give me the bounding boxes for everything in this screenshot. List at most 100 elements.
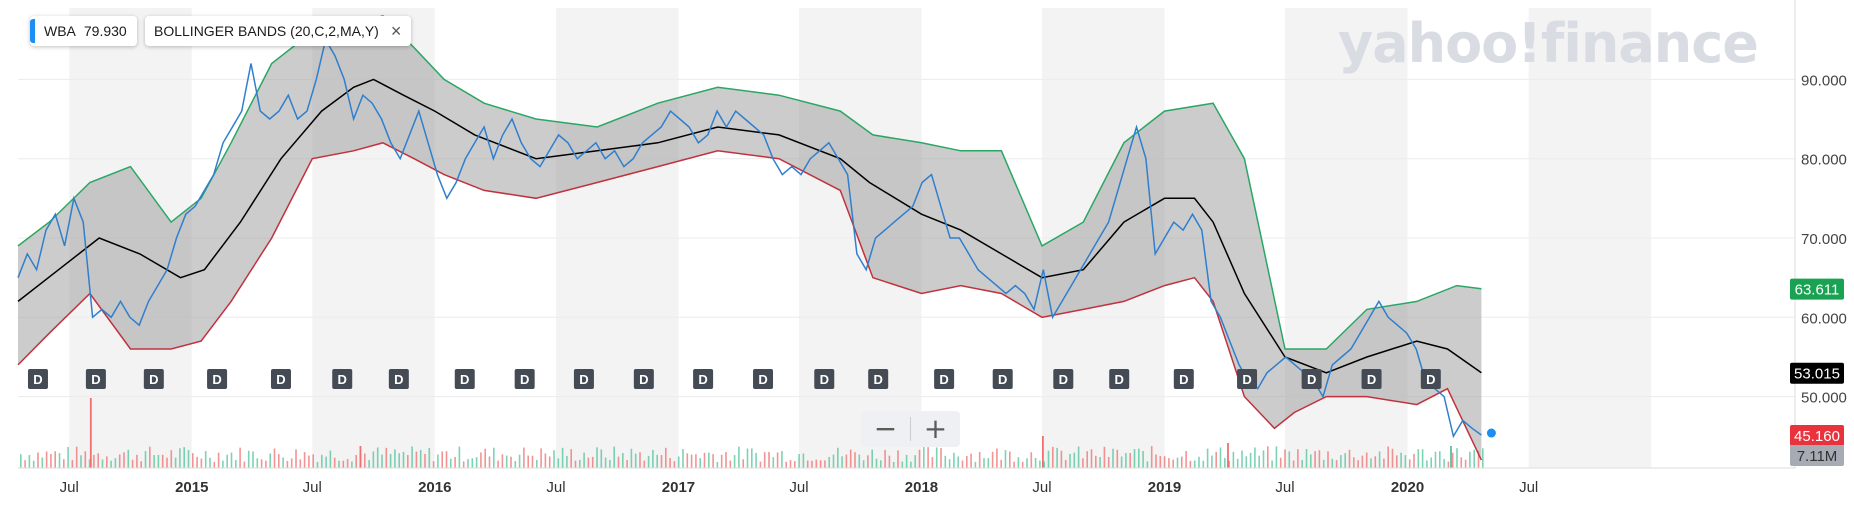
dividend-marker[interactable]: D bbox=[1301, 369, 1322, 389]
volume-bar bbox=[1236, 458, 1239, 468]
volume-bar bbox=[1370, 458, 1372, 468]
volume-bar bbox=[157, 454, 160, 468]
dividend-marker[interactable]: D bbox=[868, 369, 889, 389]
dividend-marker[interactable]: D bbox=[992, 369, 1013, 389]
volume-bar bbox=[71, 460, 74, 468]
volume-bar bbox=[634, 453, 637, 468]
volume-bar bbox=[1052, 446, 1054, 468]
dividend-marker-box bbox=[207, 369, 228, 389]
volume-bar bbox=[200, 458, 203, 468]
dividend-marker[interactable]: D bbox=[693, 369, 714, 389]
x-tick-label: Jul bbox=[789, 479, 808, 496]
dividend-marker[interactable]: D bbox=[85, 369, 106, 389]
volume-bar bbox=[106, 456, 108, 468]
dividend-marker[interactable]: D bbox=[753, 369, 774, 389]
price-tag-label: 53.015 bbox=[1794, 366, 1840, 383]
volume-bar bbox=[544, 453, 547, 468]
volume-bar bbox=[892, 461, 895, 468]
volume-bar bbox=[1374, 456, 1377, 468]
dividend-marker-box bbox=[1109, 369, 1130, 389]
volume-bar bbox=[854, 452, 856, 468]
dividend-marker-box bbox=[454, 369, 475, 389]
price-tag-label: 7.11M bbox=[1797, 448, 1838, 465]
symbol-legend[interactable]: WBA 79.930 bbox=[30, 16, 137, 46]
volume-bar bbox=[1473, 449, 1475, 468]
volume-bar bbox=[1047, 450, 1050, 468]
volume-bar bbox=[239, 447, 241, 468]
volume-bar bbox=[265, 460, 267, 468]
volume-bar bbox=[1353, 457, 1355, 468]
zoom-controls: − + bbox=[861, 411, 960, 447]
dividend-marker[interactable]: D bbox=[1173, 369, 1194, 389]
volume-bar bbox=[286, 460, 289, 468]
volume-bar bbox=[1219, 447, 1222, 468]
volume-bar bbox=[660, 454, 663, 468]
dividend-marker[interactable]: D bbox=[814, 369, 835, 389]
dividend-marker[interactable]: D bbox=[934, 369, 955, 389]
volume-bar bbox=[1142, 451, 1144, 468]
close-icon[interactable]: × bbox=[390, 21, 402, 41]
volume-bar bbox=[355, 454, 357, 468]
dividend-marker[interactable]: D bbox=[332, 369, 353, 389]
dividend-marker[interactable]: D bbox=[1053, 369, 1074, 389]
zoom-in-button[interactable]: + bbox=[911, 411, 960, 447]
volume-bar bbox=[1305, 449, 1308, 468]
volume-bar bbox=[1021, 461, 1024, 468]
volume-bar bbox=[712, 454, 714, 468]
volume-bar bbox=[308, 455, 310, 468]
study-legend[interactable]: BOLLINGER BANDS (20,C,2,MA,Y) × bbox=[145, 16, 412, 46]
volume-bar bbox=[1095, 455, 1097, 468]
volume-bar bbox=[1168, 458, 1170, 468]
volume-bar bbox=[703, 452, 706, 468]
dividend-marker[interactable]: D bbox=[514, 369, 535, 389]
volume-bar bbox=[1202, 460, 1205, 468]
volume-bar bbox=[699, 458, 701, 468]
dividend-marker[interactable]: D bbox=[573, 369, 594, 389]
volume-bar bbox=[1232, 451, 1235, 468]
volume-bar bbox=[407, 454, 409, 468]
dividend-marker[interactable]: D bbox=[1237, 369, 1258, 389]
dividend-marker-box bbox=[693, 369, 714, 389]
dividend-marker[interactable]: D bbox=[1361, 369, 1382, 389]
volume-bar bbox=[751, 448, 753, 468]
volume-bar bbox=[415, 451, 418, 468]
volume-bar bbox=[50, 454, 52, 468]
volume-bar bbox=[471, 458, 474, 468]
volume-bar bbox=[1227, 443, 1229, 468]
volume-bar bbox=[935, 447, 938, 468]
volume-bar bbox=[1344, 453, 1346, 468]
volume-bar bbox=[376, 447, 379, 468]
volume-bar bbox=[67, 446, 69, 468]
dividend-marker[interactable]: D bbox=[633, 369, 654, 389]
volume-bar bbox=[523, 447, 525, 468]
volume-bar bbox=[647, 455, 650, 468]
volume-bar bbox=[527, 455, 529, 468]
dividend-marker[interactable]: D bbox=[454, 369, 475, 389]
volume-bar bbox=[652, 449, 654, 468]
volume-bars bbox=[20, 398, 1484, 468]
volume-bar bbox=[1267, 446, 1269, 468]
dividend-marker-label: D bbox=[1307, 372, 1316, 387]
zoom-out-button[interactable]: − bbox=[861, 411, 910, 447]
volume-bar bbox=[282, 457, 284, 468]
volume-bar bbox=[806, 460, 809, 468]
volume-bar bbox=[24, 460, 26, 468]
volume-bar bbox=[441, 451, 443, 468]
volume-bar bbox=[1275, 446, 1278, 468]
price-tag-label: 45.160 bbox=[1794, 428, 1840, 445]
dividend-marker[interactable]: D bbox=[1109, 369, 1130, 389]
dividend-marker[interactable]: D bbox=[270, 369, 291, 389]
dividend-marker[interactable]: D bbox=[1420, 369, 1441, 389]
price-tag-label: 63.611 bbox=[1795, 282, 1840, 299]
dividend-marker[interactable]: D bbox=[388, 369, 409, 389]
volume-bar bbox=[966, 455, 968, 468]
volume-bar bbox=[256, 458, 259, 468]
dividend-marker[interactable]: D bbox=[207, 369, 228, 389]
x-tick-label: 2016 bbox=[418, 479, 451, 496]
dividend-marker-label: D bbox=[579, 372, 588, 387]
volume-bar bbox=[278, 454, 280, 468]
volume-bar bbox=[75, 446, 78, 468]
dividend-marker[interactable]: D bbox=[27, 369, 48, 389]
dividend-marker[interactable]: D bbox=[143, 369, 164, 389]
